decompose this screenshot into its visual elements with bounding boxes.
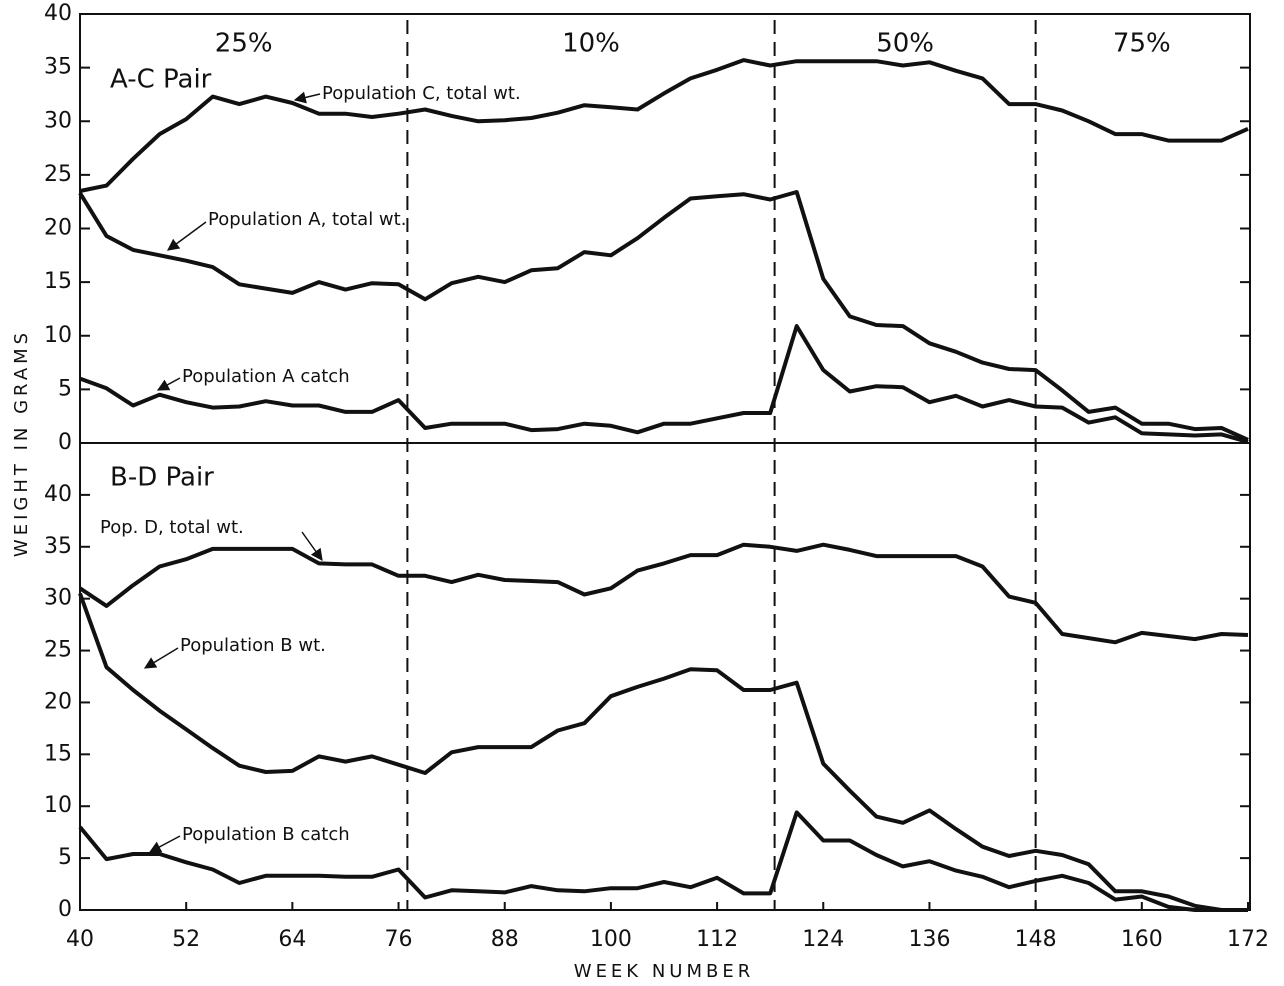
data-line [79, 58, 1249, 193]
x-tick-label: 76 [385, 927, 413, 952]
y-tick-label: 10 [44, 323, 72, 348]
y-tick-label: 40 [44, 1, 72, 26]
y-tick-label: 20 [44, 689, 72, 714]
period-label: 50% [876, 29, 934, 59]
label-arrow [301, 531, 323, 561]
x-tick-label: 64 [278, 927, 306, 952]
x-tick-label: 40 [66, 927, 94, 952]
x-axis-label: WEEK NUMBER [574, 961, 754, 982]
x-tick-label: 100 [590, 927, 632, 952]
x-tick-label: 52 [172, 927, 200, 952]
x-tick-label: 88 [491, 927, 519, 952]
data-line [79, 324, 1249, 444]
data-line [78, 592, 1248, 912]
period-label: 10% [562, 29, 620, 59]
y-tick-label: 25 [44, 638, 72, 663]
data-line [78, 542, 1249, 645]
y-tick-label: 20 [44, 216, 72, 241]
y-tick-label: 5 [58, 845, 72, 870]
plot-frame [79, 13, 1251, 911]
label-arrow [148, 835, 181, 853]
series-label: Pop. D, total wt. [100, 517, 244, 538]
y-tick-label: 35 [44, 55, 72, 80]
y-tick-label: 10 [44, 793, 72, 818]
series-label: Population C, total wt. [322, 83, 521, 104]
x-tick-label: 112 [696, 927, 738, 952]
label-arrow [293, 91, 321, 104]
x-tick-label: 160 [1121, 927, 1163, 952]
y-tick-label: 30 [44, 586, 72, 611]
y-tick-label: 35 [44, 534, 72, 559]
y-tick-label: 0 [58, 897, 72, 922]
y-tick-label: 5 [58, 376, 72, 401]
label-arrow [143, 647, 179, 669]
data-line [78, 190, 1249, 442]
label-arrow [156, 377, 181, 391]
y-tick-label: 15 [44, 269, 72, 294]
y-axis-label: WEIGHT IN GRAMS [11, 329, 32, 557]
y-tick-label: 15 [44, 741, 72, 766]
series-label: Population B catch [182, 824, 350, 845]
x-tick-label: 124 [802, 927, 844, 952]
panel-label: A-C Pair [110, 65, 212, 95]
series-label: Population A catch [182, 366, 350, 387]
x-tick-label: 172 [1227, 927, 1269, 952]
period-label: 25% [215, 29, 273, 59]
series-label: Population A, total wt. [208, 209, 406, 230]
panel-label: B-D Pair [110, 463, 214, 493]
y-tick-label: 30 [44, 108, 72, 133]
data-line [78, 810, 1248, 912]
x-tick-label: 136 [908, 927, 950, 952]
label-arrow [167, 221, 207, 251]
y-tick-label: 25 [44, 162, 72, 187]
y-tick-label: 40 [44, 482, 72, 507]
period-label: 75% [1113, 29, 1171, 59]
x-tick-label: 148 [1015, 927, 1057, 952]
y-tick-label: 0 [58, 430, 72, 455]
series-label: Population B wt. [180, 635, 326, 656]
